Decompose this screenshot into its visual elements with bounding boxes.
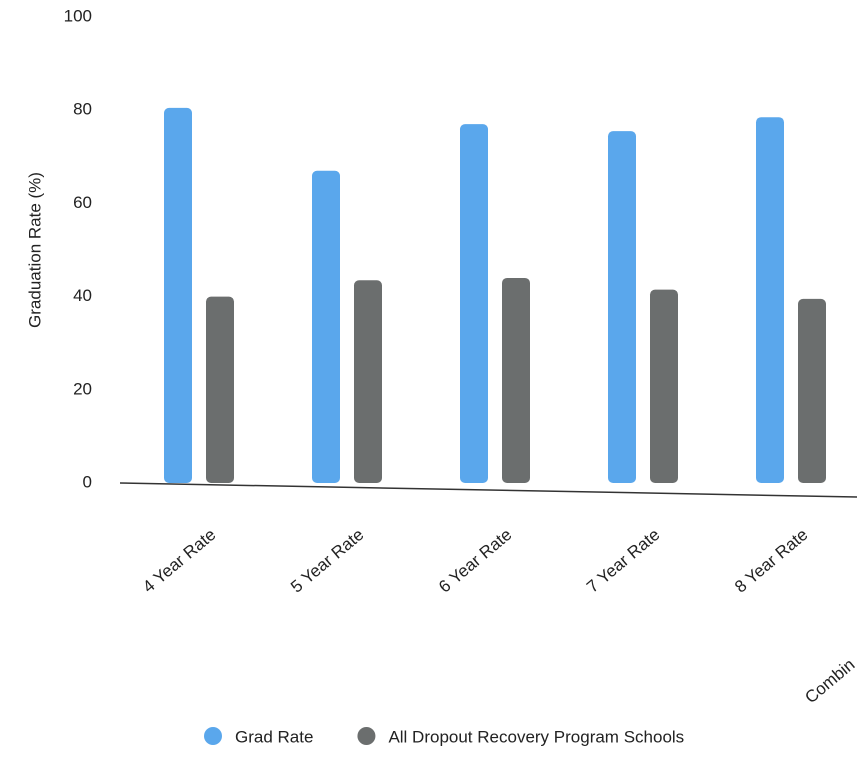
x-tick-label: 7 Year Rate [583,525,663,597]
x-tick-label: Combin [801,655,857,707]
x-tick-label: 6 Year Rate [435,525,515,597]
x-tick-label: 8 Year Rate [731,525,811,597]
y-tick-label: 80 [73,100,92,119]
y-tick-label: 100 [64,6,92,25]
x-tick-label: 4 Year Rate [139,525,219,597]
bar [206,296,234,483]
bar [798,298,826,483]
legend-marker [204,727,222,745]
legend-label: Grad Rate [235,727,313,746]
bar [460,124,488,484]
bar [164,107,192,484]
bar [608,131,636,484]
legend-marker [357,727,376,745]
y-axis-label: Graduation Rate (%) [25,172,44,328]
bar [502,277,530,483]
y-tick-label: 0 [83,472,92,491]
y-tick-label: 20 [73,379,92,398]
bar [312,170,340,483]
bar [756,117,784,483]
x-tick-label: 5 Year Rate [287,525,367,597]
legend-label: All Dropout Recovery Program Schools [388,727,684,746]
y-tick-label: 40 [73,286,92,305]
bar [354,280,382,483]
x-axis-line [119,482,857,498]
y-tick-label: 60 [73,193,92,212]
bar [650,289,678,483]
